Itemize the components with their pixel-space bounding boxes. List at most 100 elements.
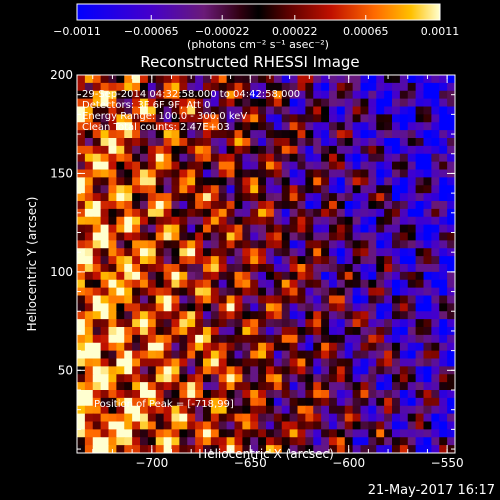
heatmap-cell bbox=[210, 248, 220, 257]
heatmap-cell bbox=[423, 177, 432, 186]
heatmap-cell bbox=[179, 287, 188, 297]
heatmap-cell bbox=[273, 405, 283, 415]
heatmap-cell bbox=[313, 334, 322, 344]
heatmap-cell bbox=[203, 295, 212, 304]
heatmap-cell bbox=[77, 311, 86, 320]
heatmap-cell bbox=[273, 130, 283, 139]
heatmap-cell bbox=[423, 82, 432, 92]
heatmap-cell bbox=[116, 201, 125, 210]
heatmap-cell bbox=[423, 303, 432, 312]
heatmap-cell bbox=[352, 114, 362, 123]
heatmap-cell bbox=[352, 264, 362, 273]
heatmap-cell bbox=[77, 161, 86, 171]
heatmap-cell bbox=[171, 374, 180, 383]
heatmap-cell bbox=[132, 437, 141, 446]
heatmap-cell bbox=[108, 75, 117, 84]
heatmap-cell bbox=[305, 421, 314, 430]
heatmap-cell bbox=[439, 201, 448, 210]
heatmap-cell bbox=[336, 208, 346, 218]
heatmap-cell bbox=[187, 106, 196, 115]
heatmap-cell bbox=[179, 145, 188, 155]
heatmap-cell bbox=[147, 82, 157, 92]
heatmap-cell bbox=[155, 114, 165, 123]
heatmap-cell bbox=[140, 429, 149, 438]
heatmap-cell bbox=[344, 98, 354, 108]
heatmap-cell bbox=[187, 177, 196, 186]
heatmap-cell bbox=[281, 429, 291, 438]
heatmap-cell bbox=[250, 106, 259, 115]
heatmap-cell bbox=[100, 256, 110, 265]
heatmap-cell bbox=[297, 279, 306, 289]
heatmap-cell bbox=[439, 374, 448, 383]
heatmap-cell bbox=[210, 397, 220, 407]
heatmap-cell bbox=[305, 193, 314, 202]
heatmap-cell bbox=[203, 421, 212, 430]
heatmap-cell bbox=[399, 405, 409, 415]
heatmap-cell bbox=[250, 138, 259, 147]
heatmap-cell bbox=[415, 138, 425, 147]
heatmap-cell bbox=[100, 287, 110, 297]
heatmap-cell bbox=[423, 138, 432, 147]
heatmap-cell bbox=[116, 437, 125, 446]
heatmap-cell bbox=[234, 279, 243, 289]
heatmap-cell bbox=[439, 216, 448, 226]
heatmap-cell bbox=[155, 358, 165, 367]
heatmap-cell bbox=[250, 130, 259, 139]
heatmap-cell bbox=[399, 366, 409, 375]
heatmap-cell bbox=[321, 366, 330, 375]
heatmap-cell bbox=[179, 311, 188, 320]
heatmap-cell bbox=[336, 122, 346, 131]
heatmap-cell bbox=[431, 358, 440, 367]
heatmap-cell bbox=[179, 445, 188, 453]
heatmap-cell bbox=[258, 153, 267, 163]
heatmap-cell bbox=[108, 405, 117, 415]
heatmap-cell bbox=[297, 193, 306, 202]
heatmap-cell bbox=[77, 271, 86, 281]
heatmap-cell bbox=[407, 82, 417, 92]
heatmap-cell bbox=[360, 421, 369, 430]
heatmap-cell bbox=[234, 193, 243, 202]
heatmap-cell bbox=[116, 358, 125, 367]
heatmap-cell bbox=[147, 185, 157, 194]
heatmap-cell bbox=[226, 382, 236, 391]
heatmap-cell bbox=[187, 366, 196, 375]
heatmap-cell bbox=[352, 366, 362, 375]
heatmap-cell bbox=[203, 216, 212, 226]
heatmap-cell bbox=[384, 374, 393, 383]
heatmap-cell bbox=[155, 145, 165, 155]
heatmap-cell bbox=[92, 334, 102, 344]
heatmap-cell bbox=[242, 350, 251, 360]
heatmap-cell bbox=[171, 75, 180, 84]
heatmap-cell bbox=[195, 271, 204, 281]
heatmap-cell bbox=[431, 334, 440, 344]
heatmap-cell bbox=[132, 114, 141, 123]
heatmap-cell bbox=[210, 421, 220, 430]
heatmap-cell bbox=[132, 130, 141, 139]
heatmap-cell bbox=[289, 358, 299, 367]
heatmap-cell bbox=[439, 279, 448, 289]
heatmap-cell bbox=[147, 224, 157, 234]
heatmap-cell bbox=[132, 106, 141, 115]
heatmap-cell bbox=[407, 303, 417, 312]
heatmap-cell bbox=[108, 256, 117, 265]
heatmap-cell bbox=[203, 185, 212, 194]
heatmap-cell bbox=[352, 271, 362, 281]
heatmap-cell bbox=[140, 397, 149, 407]
heatmap-cell bbox=[273, 421, 283, 430]
heatmap-cell bbox=[273, 334, 283, 344]
heatmap-cell bbox=[210, 106, 220, 115]
heatmap-cell bbox=[431, 208, 440, 218]
heatmap-cell bbox=[399, 122, 409, 131]
heatmap-cell bbox=[242, 397, 251, 407]
heatmap-cell bbox=[234, 138, 243, 147]
heatmap-cell bbox=[329, 366, 338, 375]
heatmap-cell bbox=[195, 98, 204, 108]
x-tick-label: −550 bbox=[431, 456, 464, 470]
heatmap-cell bbox=[352, 342, 362, 352]
heatmap-cell bbox=[250, 185, 259, 194]
heatmap-cell bbox=[289, 82, 299, 92]
heatmap-cell bbox=[423, 358, 432, 367]
heatmap-cell bbox=[108, 122, 117, 131]
heatmap-cell bbox=[305, 161, 314, 171]
heatmap-cell bbox=[368, 98, 377, 108]
